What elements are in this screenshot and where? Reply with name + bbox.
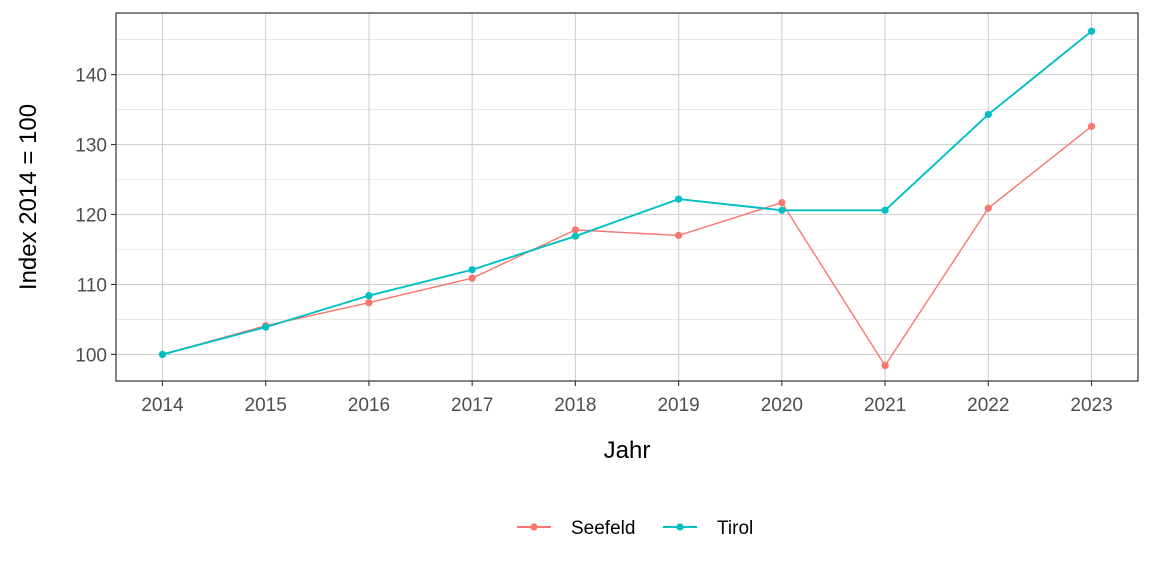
x-tick-label: 2019	[657, 395, 699, 416]
x-tick-label: 2015	[245, 395, 287, 416]
y-tick-label: 140	[75, 66, 107, 87]
x-tick-label: 2017	[451, 395, 493, 416]
data-point-tirol	[158, 350, 167, 359]
data-point-tirol	[468, 266, 476, 274]
data-point-seefeld	[1087, 122, 1096, 130]
x-axis-title: Jahr	[604, 437, 651, 464]
x-tick-label: 2016	[348, 395, 390, 416]
x-tick-label: 2022	[967, 395, 1009, 416]
x-tick-label: 2023	[1070, 395, 1112, 416]
data-point-tirol	[1087, 27, 1096, 35]
data-point-seefeld	[468, 274, 476, 282]
y-axis: 100 110 120 130 140	[75, 66, 116, 366]
legend-item-seefeld: Seefeld	[517, 518, 635, 539]
y-tick-label: 110	[77, 275, 107, 296]
legend-label: Tirol	[717, 518, 753, 539]
legend: Seefeld Tirol	[517, 518, 753, 539]
legend-key-point	[530, 523, 538, 531]
legend-item-tirol: Tirol	[663, 518, 753, 539]
series-line-seefeld	[162, 125, 1092, 367]
data-point-seefeld	[571, 226, 579, 234]
minor-gridlines	[116, 39, 1138, 320]
data-point-seefeld	[881, 362, 889, 370]
data-point-tirol	[778, 206, 786, 214]
series-layer	[158, 27, 1096, 370]
x-axis: 2014 2015 2016 2017 2018 2019 2020 2021 2022 2023	[141, 381, 1113, 416]
plot-border	[115, 12, 1139, 382]
x-tick-label: 2014	[141, 395, 184, 416]
legend-label: Seefeld	[571, 518, 635, 539]
data-point-tirol	[881, 206, 889, 214]
y-axis-title: Index 2014 = 100	[15, 104, 42, 290]
data-point-tirol	[262, 323, 270, 331]
x-tick-label: 2020	[761, 395, 803, 416]
major-gridlines	[116, 13, 1138, 381]
y-tick-label: 120	[75, 205, 107, 226]
data-point-tirol	[675, 195, 683, 203]
legend-key-point	[676, 523, 684, 531]
data-point-tirol	[571, 232, 579, 240]
y-tick-label: 130	[75, 136, 107, 157]
data-point-tirol	[365, 292, 373, 300]
data-point-seefeld	[675, 231, 683, 240]
series-line-tirol	[162, 30, 1093, 356]
data-point-seefeld	[778, 198, 786, 207]
x-tick-label: 2021	[864, 395, 906, 416]
data-point-tirol	[984, 110, 992, 119]
data-point-seefeld	[365, 299, 373, 307]
y-tick-label: 100	[75, 345, 107, 366]
data-point-seefeld	[984, 204, 992, 212]
x-tick-label: 2018	[554, 395, 596, 416]
